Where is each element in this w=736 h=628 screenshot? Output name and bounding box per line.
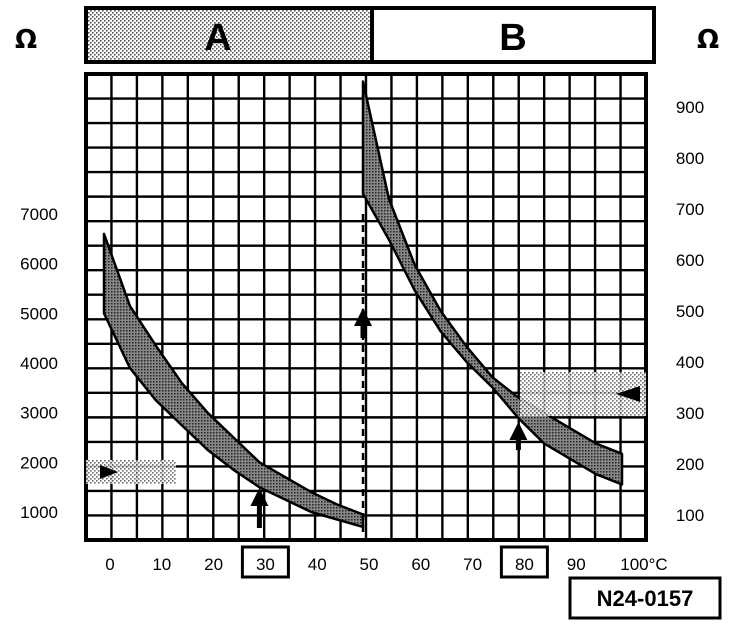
- band-b: [361, 80, 624, 486]
- arrow-head: [250, 488, 269, 506]
- arrow-divider: [354, 308, 372, 338]
- x-tick: 70: [463, 555, 482, 574]
- y-tick-right: 400: [676, 353, 704, 372]
- x-tick: 90: [567, 555, 586, 574]
- y-axis-label-right: Ω: [697, 25, 719, 55]
- y-tick-right: 900: [676, 98, 704, 117]
- reference-box: [568, 576, 722, 620]
- guide-arrow-a: [100, 465, 118, 479]
- axis-labels: Ω Ω10002000300040005000600070001002003004…: [15, 25, 722, 620]
- y-tick-right: 800: [676, 149, 704, 168]
- x-tick: 0: [105, 555, 114, 574]
- y-tick-right: 700: [676, 200, 704, 219]
- x-tick: 80: [515, 555, 534, 574]
- y-tick-left: 7000: [20, 205, 58, 224]
- arrow-b: [509, 422, 528, 450]
- guide-band-a: [86, 460, 176, 484]
- guide-arrow-b: [616, 386, 640, 402]
- y-tick-right: 600: [676, 251, 704, 270]
- x-tick: 40: [308, 555, 327, 574]
- x-tick: 50: [360, 555, 379, 574]
- x-tick: 20: [204, 555, 223, 574]
- y-tick-left: 6000: [20, 255, 58, 274]
- x-tick: 10: [152, 555, 171, 574]
- panel-a-header: [84, 6, 374, 64]
- markers: [86, 214, 646, 532]
- x-tick: 30: [256, 555, 275, 574]
- reference-code: N24-0157: [597, 586, 694, 611]
- arrow-a: [250, 488, 269, 528]
- y-tick-right: 500: [676, 302, 704, 321]
- y-axis-label-left: Ω: [15, 25, 37, 55]
- y-tick-left: 5000: [20, 304, 58, 323]
- x-tick: 60: [411, 555, 430, 574]
- arrow-head: [354, 308, 372, 326]
- y-tick-left: 1000: [20, 503, 58, 522]
- panel-b-header: [370, 6, 656, 64]
- y-tick-right: 100: [676, 506, 704, 525]
- arrow-head: [509, 422, 528, 440]
- panel-a-label: A: [204, 17, 231, 59]
- y-tick-left: 2000: [20, 453, 58, 472]
- x-tick-box: [499, 545, 549, 579]
- x-tick: 100°C: [620, 555, 667, 574]
- y-tick-right: 300: [676, 404, 704, 423]
- x-tick-box: [240, 545, 290, 579]
- panel-b-label: B: [499, 17, 526, 59]
- y-tick-left: 3000: [20, 404, 58, 423]
- y-tick-right: 200: [676, 455, 704, 474]
- y-tick-left: 4000: [20, 354, 58, 373]
